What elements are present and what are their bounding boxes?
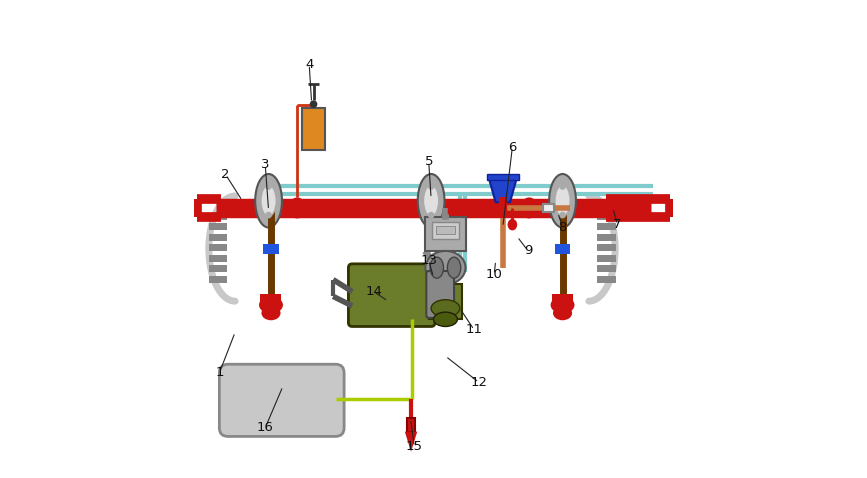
Bar: [209, 255, 227, 262]
Text: 6: 6: [508, 141, 517, 154]
FancyBboxPatch shape: [349, 264, 435, 326]
Text: 14: 14: [365, 285, 382, 298]
Text: 7: 7: [613, 218, 622, 231]
Bar: [260, 294, 282, 302]
Text: 12: 12: [471, 376, 487, 389]
Circle shape: [559, 212, 566, 218]
Bar: [221, 202, 247, 214]
Bar: [544, 204, 554, 212]
Circle shape: [427, 212, 434, 218]
Ellipse shape: [259, 296, 283, 314]
Circle shape: [265, 183, 272, 190]
Bar: [597, 265, 616, 272]
Ellipse shape: [261, 185, 277, 217]
Ellipse shape: [549, 174, 576, 228]
Text: 2: 2: [221, 168, 230, 181]
Bar: [597, 244, 616, 251]
Ellipse shape: [520, 197, 538, 218]
Ellipse shape: [553, 306, 572, 320]
Bar: [552, 294, 573, 302]
Bar: [209, 223, 227, 230]
Bar: [487, 174, 518, 180]
Bar: [209, 276, 227, 283]
Ellipse shape: [551, 296, 575, 314]
Text: 9: 9: [524, 244, 532, 258]
FancyBboxPatch shape: [427, 271, 454, 318]
Bar: [436, 226, 455, 234]
Polygon shape: [488, 177, 517, 202]
Bar: [428, 284, 462, 319]
Ellipse shape: [555, 185, 570, 217]
Bar: [597, 255, 616, 262]
Bar: [209, 234, 227, 241]
Ellipse shape: [426, 251, 466, 284]
Text: 3: 3: [261, 158, 270, 172]
Bar: [597, 213, 616, 220]
Circle shape: [427, 183, 434, 190]
Bar: [577, 202, 605, 214]
FancyBboxPatch shape: [219, 364, 344, 436]
Bar: [597, 276, 616, 283]
Ellipse shape: [262, 306, 281, 320]
Text: 1: 1: [215, 366, 224, 380]
Text: 13: 13: [420, 254, 437, 267]
Ellipse shape: [289, 197, 306, 218]
Ellipse shape: [447, 257, 460, 278]
Text: 8: 8: [558, 220, 567, 234]
Polygon shape: [405, 432, 417, 452]
Bar: [555, 244, 570, 254]
Ellipse shape: [507, 219, 517, 230]
Circle shape: [265, 212, 272, 218]
Ellipse shape: [255, 174, 282, 228]
Text: 16: 16: [257, 421, 274, 435]
Text: 4: 4: [305, 58, 313, 71]
Bar: [209, 244, 227, 251]
Bar: [209, 265, 227, 272]
Text: 15: 15: [406, 440, 423, 454]
Text: 5: 5: [425, 155, 433, 168]
Bar: [432, 222, 459, 239]
Bar: [302, 108, 325, 150]
Bar: [264, 244, 278, 254]
Bar: [597, 223, 616, 230]
Bar: [597, 234, 616, 241]
Ellipse shape: [434, 312, 458, 326]
Circle shape: [310, 100, 317, 108]
Bar: [407, 418, 415, 432]
Circle shape: [559, 183, 566, 190]
Text: 11: 11: [466, 323, 483, 337]
Bar: [209, 213, 227, 220]
Ellipse shape: [431, 300, 460, 317]
Text: 10: 10: [486, 268, 503, 282]
Bar: [426, 217, 466, 251]
Ellipse shape: [430, 257, 444, 278]
Ellipse shape: [423, 185, 439, 217]
Ellipse shape: [418, 174, 445, 228]
